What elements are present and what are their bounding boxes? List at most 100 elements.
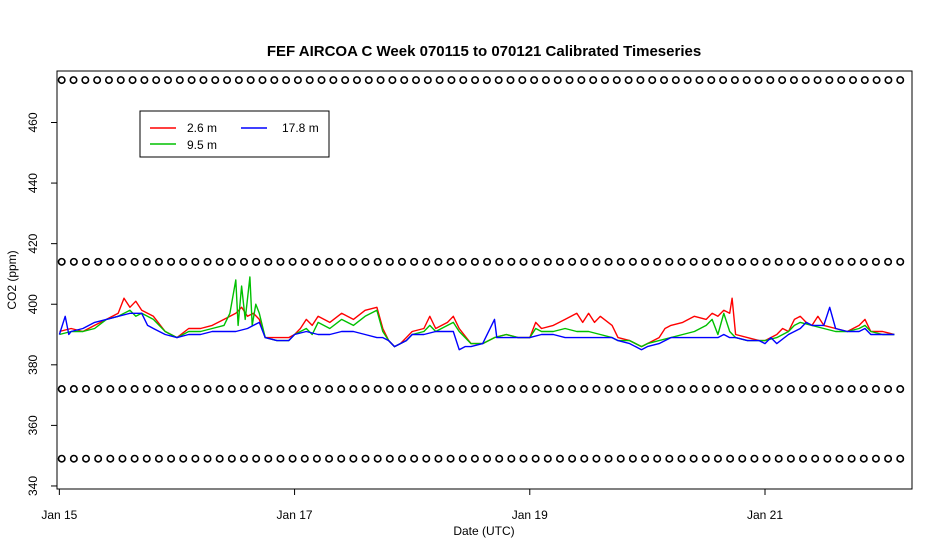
marker-row-0-22	[317, 76, 326, 85]
marker-row-3-43	[580, 454, 589, 463]
marker-row-0-49	[636, 76, 645, 85]
marker-row-3-33	[458, 454, 467, 463]
marker-row-0-2	[81, 76, 90, 85]
marker-row-1-45	[604, 257, 613, 266]
marker-row-0-37	[494, 76, 503, 85]
marker-row-0-15	[234, 76, 243, 85]
marker-row-1-32	[446, 257, 455, 266]
marker-row-0-26	[364, 76, 373, 85]
marker-row-1-29	[410, 257, 419, 266]
marker-row-1-46	[616, 257, 625, 266]
marker-row-2-39	[531, 385, 540, 394]
y-tick-label-0: 340	[26, 476, 40, 496]
marker-row-1-8	[154, 257, 163, 266]
marker-row-3-19	[288, 454, 297, 463]
marker-row-2-24	[349, 385, 358, 394]
marker-row-1-16	[252, 257, 261, 266]
marker-row-2-57	[750, 385, 759, 394]
marker-row-0-6	[128, 76, 137, 85]
marker-row-0-42	[553, 76, 562, 85]
marker-row-1-58	[762, 257, 771, 266]
marker-row-0-14	[223, 76, 232, 85]
marker-row-2-31	[434, 385, 443, 394]
marker-row-2-37	[507, 385, 516, 394]
marker-row-0-45	[589, 76, 598, 85]
marker-row-2-65	[847, 385, 856, 394]
marker-row-3-60	[786, 454, 795, 463]
marker-row-0-60	[766, 76, 775, 85]
marker-row-0-11	[187, 76, 196, 85]
marker-row-3-29	[410, 454, 419, 463]
marker-row-2-0	[57, 385, 66, 394]
marker-row-0-41	[541, 76, 550, 85]
marker-row-2-69	[896, 385, 905, 394]
marker-row-0-1	[69, 76, 78, 85]
marker-row-1-54	[713, 257, 722, 266]
y-tick-label-1: 360	[26, 415, 40, 435]
marker-row-1-2	[82, 257, 91, 266]
marker-row-1-7	[142, 257, 151, 266]
marker-row-0-13	[211, 76, 220, 85]
marker-row-1-63	[823, 257, 832, 266]
y-tick-label-5: 440	[26, 173, 40, 193]
marker-row-3-37	[507, 454, 516, 463]
marker-row-0-12	[199, 76, 208, 85]
marker-row-2-46	[616, 385, 625, 394]
marker-row-2-56	[738, 385, 747, 394]
marker-row-0-23	[329, 76, 338, 85]
x-axis-label: Date (UTC)	[453, 524, 514, 538]
marker-row-0-63	[801, 76, 810, 85]
marker-row-0-8	[152, 76, 161, 85]
marker-row-2-49	[653, 385, 662, 394]
marker-row-1-33	[458, 257, 467, 266]
marker-row-2-48	[641, 385, 650, 394]
marker-row-1-55	[726, 257, 735, 266]
marker-row-1-9	[167, 257, 176, 266]
series-lines	[58, 276, 895, 351]
marker-row-3-69	[896, 454, 905, 463]
marker-row-2-43	[580, 385, 589, 394]
marker-row-1-22	[325, 257, 334, 266]
marker-row-2-40	[543, 385, 552, 394]
marker-row-0-59	[754, 76, 763, 85]
marker-row-3-25	[361, 454, 370, 463]
calibration-markers	[57, 76, 905, 463]
marker-row-1-67	[871, 257, 880, 266]
marker-row-2-17	[264, 385, 273, 394]
marker-row-3-5	[118, 454, 127, 463]
marker-row-2-14	[227, 385, 236, 394]
series-line-17-8-m	[58, 306, 895, 351]
marker-row-2-13	[215, 385, 224, 394]
marker-row-2-21	[312, 385, 321, 394]
marker-row-1-34	[470, 257, 479, 266]
marker-row-0-53	[683, 76, 692, 85]
marker-row-0-20	[293, 76, 302, 85]
marker-row-0-24	[341, 76, 350, 85]
marker-row-1-1	[69, 257, 78, 266]
marker-row-0-35	[471, 76, 480, 85]
marker-row-2-38	[519, 385, 528, 394]
marker-row-3-56	[738, 454, 747, 463]
marker-row-0-18	[270, 76, 279, 85]
marker-row-2-20	[300, 385, 309, 394]
marker-row-2-16	[252, 385, 261, 394]
marker-row-1-39	[531, 257, 540, 266]
marker-row-3-22	[325, 454, 334, 463]
marker-row-2-19	[288, 385, 297, 394]
y-tick-label-4: 420	[26, 233, 40, 253]
marker-row-0-48	[624, 76, 633, 85]
marker-row-0-27	[376, 76, 385, 85]
marker-row-2-7	[142, 385, 151, 394]
marker-row-1-13	[215, 257, 224, 266]
marker-row-3-52	[689, 454, 698, 463]
marker-row-0-5	[116, 76, 125, 85]
marker-row-3-41	[555, 454, 564, 463]
marker-row-3-4	[106, 454, 115, 463]
marker-row-1-31	[434, 257, 443, 266]
marker-row-2-52	[689, 385, 698, 394]
marker-row-3-66	[859, 454, 868, 463]
marker-row-1-51	[677, 257, 686, 266]
marker-row-3-34	[470, 454, 479, 463]
marker-row-2-34	[470, 385, 479, 394]
marker-row-1-20	[300, 257, 309, 266]
